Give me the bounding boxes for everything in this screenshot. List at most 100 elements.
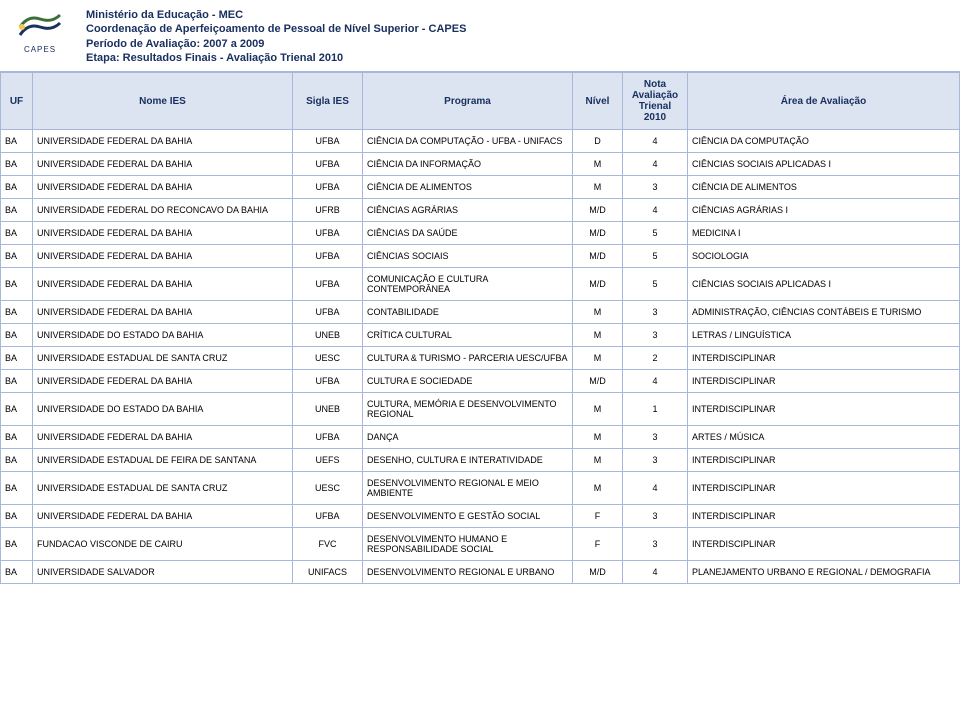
table-row: BAUNIVERSIDADE FEDERAL DO RECONCAVO DA B… xyxy=(1,199,960,222)
cell-area: INTERDISCIPLINAR xyxy=(688,472,960,505)
table-row: BAUNIVERSIDADE DO ESTADO DA BAHIAUNEBCRÍ… xyxy=(1,324,960,347)
header-lines: Ministério da Educação - MEC Coordenação… xyxy=(86,6,466,65)
cell-area: MEDICINA I xyxy=(688,222,960,245)
cell-area: ADMINISTRAÇÃO, CIÊNCIAS CONTÁBEIS E TURI… xyxy=(688,301,960,324)
cell-nota: 4 xyxy=(623,199,688,222)
cell-programa: CIÊNCIA DE ALIMENTOS xyxy=(363,176,573,199)
cell-uf: BA xyxy=(1,561,33,584)
cell-programa: DESENHO, CULTURA E INTERATIVIDADE xyxy=(363,449,573,472)
cell-uf: BA xyxy=(1,130,33,153)
cell-programa: CIÊNCIA DA COMPUTAÇÃO - UFBA - UNIFACS xyxy=(363,130,573,153)
cell-uf: BA xyxy=(1,222,33,245)
cell-nivel: M/D xyxy=(573,245,623,268)
table-row: BAUNIVERSIDADE ESTADUAL DE FEIRA DE SANT… xyxy=(1,449,960,472)
cell-nota: 3 xyxy=(623,426,688,449)
cell-sigla: UNIFACS xyxy=(293,561,363,584)
cell-programa: CULTURA & TURISMO - PARCERIA UESC/UFBA xyxy=(363,347,573,370)
table-row: BAUNIVERSIDADE FEDERAL DA BAHIAUFBACONTA… xyxy=(1,301,960,324)
logo-label: CAPES xyxy=(24,45,56,54)
cell-uf: BA xyxy=(1,153,33,176)
cell-area: CIÊNCIAS SOCIAIS APLICADAS I xyxy=(688,153,960,176)
cell-programa: CIÊNCIAS AGRÁRIAS xyxy=(363,199,573,222)
table-row: BAUNIVERSIDADE FEDERAL DA BAHIAUFBACIÊNC… xyxy=(1,176,960,199)
cell-nota: 3 xyxy=(623,449,688,472)
cell-uf: BA xyxy=(1,528,33,561)
table-row: BAUNIVERSIDADE FEDERAL DA BAHIAUFBA CIÊNC… xyxy=(1,153,960,176)
table-row: BAUNIVERSIDADE SALVADORUNIFACSDESENVOLVI… xyxy=(1,561,960,584)
table-row: BAUNIVERSIDADE ESTADUAL DE SANTA CRUZUES… xyxy=(1,347,960,370)
cell-nota: 1 xyxy=(623,393,688,426)
cell-nivel: M/D xyxy=(573,268,623,301)
cell-programa: DESENVOLVIMENTO REGIONAL E URBANO xyxy=(363,561,573,584)
table-row: BAUNIVERSIDADE FEDERAL DA BAHIAUFBACULTU… xyxy=(1,370,960,393)
cell-programa: DESENVOLVIMENTO HUMANO E RESPONSABILIDAD… xyxy=(363,528,573,561)
cell-nivel: M/D xyxy=(573,222,623,245)
table-row: BAUNIVERSIDADE ESTADUAL DE SANTA CRUZUES… xyxy=(1,472,960,505)
cell-nivel: M xyxy=(573,176,623,199)
table-row: BAUNIVERSIDADE FEDERAL DA BAHIAUFBACIÊNC… xyxy=(1,245,960,268)
cell-sigla: UFBA xyxy=(293,268,363,301)
cell-nota: 5 xyxy=(623,268,688,301)
cell-nivel: M xyxy=(573,347,623,370)
cell-sigla: UFBA xyxy=(293,153,363,176)
cell-nivel: M/D xyxy=(573,370,623,393)
cell-nome: UNIVERSIDADE SALVADOR xyxy=(33,561,293,584)
cell-nome: UNIVERSIDADE FEDERAL DA BAHIA xyxy=(33,153,293,176)
cell-nivel: M xyxy=(573,324,623,347)
cell-nota: 4 xyxy=(623,370,688,393)
cell-uf: BA xyxy=(1,370,33,393)
cell-nivel: M xyxy=(573,393,623,426)
cell-sigla: UESC xyxy=(293,347,363,370)
cell-nivel: D xyxy=(573,130,623,153)
cell-nome: UNIVERSIDADE DO ESTADO DA BAHIA xyxy=(33,324,293,347)
cell-sigla: UNEB xyxy=(293,393,363,426)
cell-nome: UNIVERSIDADE ESTADUAL DE FEIRA DE SANTAN… xyxy=(33,449,293,472)
header-etapa: Etapa: Resultados Finais - Avaliação Tri… xyxy=(86,51,466,65)
cell-nome: UNIVERSIDADE DO ESTADO DA BAHIA xyxy=(33,393,293,426)
cell-area: INTERDISCIPLINAR xyxy=(688,370,960,393)
cell-nome: UNIVERSIDADE ESTADUAL DE SANTA CRUZ xyxy=(33,472,293,505)
cell-uf: BA xyxy=(1,245,33,268)
cell-uf: BA xyxy=(1,393,33,426)
logo-icon xyxy=(16,9,64,43)
cell-nivel: M xyxy=(573,301,623,324)
cell-uf: BA xyxy=(1,324,33,347)
cell-nome: UNIVERSIDADE FEDERAL DA BAHIA xyxy=(33,268,293,301)
cell-nivel: M xyxy=(573,426,623,449)
cell-nota: 4 xyxy=(623,561,688,584)
col-nome: Nome IES xyxy=(33,73,293,130)
cell-area: CIÊNCIA DA COMPUTAÇÃO xyxy=(688,130,960,153)
cell-nota: 4 xyxy=(623,130,688,153)
cell-nota: 3 xyxy=(623,505,688,528)
cell-uf: BA xyxy=(1,347,33,370)
cell-sigla: UEFS xyxy=(293,449,363,472)
cell-nota: 4 xyxy=(623,153,688,176)
cell-sigla: FVC xyxy=(293,528,363,561)
col-sigla: Sigla IES xyxy=(293,73,363,130)
cell-uf: BA xyxy=(1,199,33,222)
table-row: BAUNIVERSIDADE FEDERAL DA BAHIAUFBADANÇA… xyxy=(1,426,960,449)
col-area: Área de Avaliação xyxy=(688,73,960,130)
cell-nivel: M xyxy=(573,153,623,176)
cell-nome: UNIVERSIDADE FEDERAL DA BAHIA xyxy=(33,426,293,449)
cell-area: INTERDISCIPLINAR xyxy=(688,505,960,528)
cell-nome: UNIVERSIDADE FEDERAL DA BAHIA xyxy=(33,505,293,528)
cell-nome: UNIVERSIDADE FEDERAL DA BAHIA xyxy=(33,176,293,199)
cell-nome: UNIVERSIDADE FEDERAL DA BAHIA xyxy=(33,130,293,153)
table-row: BAFUNDACAO VISCONDE DE CAIRUFVCDESENVOLV… xyxy=(1,528,960,561)
col-nivel: Nível xyxy=(573,73,623,130)
cell-sigla: UESC xyxy=(293,472,363,505)
header-coord: Coordenação de Aperfeiçoamento de Pessoa… xyxy=(86,22,466,36)
cell-nome: UNIVERSIDADE ESTADUAL DE SANTA CRUZ xyxy=(33,347,293,370)
cell-area: CIÊNCIAS AGRÁRIAS I xyxy=(688,199,960,222)
cell-area: LETRAS / LINGUÍSTICA xyxy=(688,324,960,347)
cell-nivel: F xyxy=(573,505,623,528)
cell-nota: 2 xyxy=(623,347,688,370)
capes-logo: CAPES xyxy=(10,6,70,56)
cell-programa: DESENVOLVIMENTO E GESTÃO SOCIAL xyxy=(363,505,573,528)
cell-nota: 5 xyxy=(623,245,688,268)
cell-programa: COMUNICAÇÃO E CULTURA CONTEMPORÂNEA xyxy=(363,268,573,301)
cell-programa: DANÇA xyxy=(363,426,573,449)
cell-sigla: UFBA xyxy=(293,370,363,393)
cell-nome: UNIVERSIDADE FEDERAL DA BAHIA xyxy=(33,370,293,393)
